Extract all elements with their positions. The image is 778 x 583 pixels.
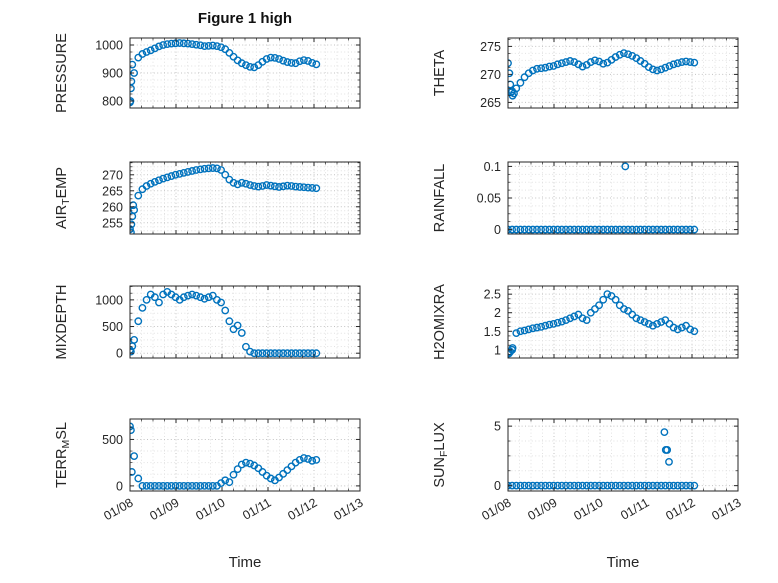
panel-sun-flux: 0 5 01/08 01/09 01/10 01/11 01/12 01/13 Time SUNF…	[432, 418, 744, 571]
panel-theta: 265 270 275 THETA	[432, 37, 739, 110]
svg-text:0: 0	[116, 479, 123, 493]
svg-text:01/13: 01/13	[709, 495, 743, 523]
panel-mixdepth: 0 500 1000 MIXDEPTH	[54, 285, 361, 361]
svg-text:1000: 1000	[95, 293, 123, 307]
svg-text:TERRMSL: TERRMSL	[54, 422, 72, 488]
svg-text:01/13: 01/13	[331, 495, 365, 523]
svg-text:260: 260	[102, 200, 123, 214]
panel-air-temp: 255 260 265 270 AIRTEMP	[54, 161, 361, 235]
svg-text:01/12: 01/12	[663, 495, 697, 523]
svg-text:5: 5	[494, 420, 501, 434]
svg-text:Time: Time	[607, 554, 640, 571]
svg-text:0.05: 0.05	[477, 192, 501, 206]
svg-text:800: 800	[102, 95, 123, 109]
svg-text:01/11: 01/11	[618, 495, 651, 522]
svg-text:0: 0	[494, 479, 501, 493]
svg-text:01/08: 01/08	[101, 495, 135, 523]
svg-text:THETA: THETA	[432, 49, 448, 96]
svg-text:RAINFALL: RAINFALL	[432, 164, 448, 233]
svg-text:01/10: 01/10	[193, 495, 227, 523]
svg-text:0: 0	[494, 223, 501, 237]
svg-text:MIXDEPTH: MIXDEPTH	[54, 285, 70, 360]
svg-text:01/11: 01/11	[240, 495, 273, 522]
svg-text:01/09: 01/09	[525, 495, 559, 523]
svg-text:01/09: 01/09	[147, 495, 181, 523]
svg-text:900: 900	[102, 67, 123, 81]
svg-text:270: 270	[102, 168, 123, 182]
svg-text:SUNFLUX: SUNFLUX	[432, 422, 450, 488]
figure-title: Figure 1 high	[197, 10, 293, 27]
svg-text:500: 500	[102, 320, 123, 334]
svg-text:Time: Time	[229, 554, 262, 571]
svg-text:500: 500	[102, 433, 123, 447]
svg-text:01/12: 01/12	[285, 495, 319, 523]
svg-text:01/10: 01/10	[571, 495, 605, 523]
svg-text:01/08: 01/08	[479, 495, 513, 523]
svg-text:H2OMIXRA: H2OMIXRA	[432, 284, 448, 360]
svg-text:275: 275	[480, 40, 501, 54]
panel-rainfall: 0 0.05 0.1 RAINFALL	[432, 160, 739, 237]
svg-text:PRESSURE: PRESSURE	[54, 33, 70, 113]
svg-text:270: 270	[480, 68, 501, 82]
svg-text:1: 1	[494, 343, 501, 357]
panel-pressure: 800 900 1000 PRESSURE	[54, 33, 361, 113]
svg-text:0.1: 0.1	[484, 160, 501, 174]
svg-text:AIRTEMP: AIRTEMP	[54, 167, 72, 229]
svg-text:1000: 1000	[95, 39, 123, 53]
svg-text:255: 255	[102, 216, 123, 230]
panel-h2omixra: 1 1.5 2 2.5 H2OMIXRA	[432, 284, 739, 360]
svg-text:2: 2	[494, 306, 501, 320]
svg-text:1.5: 1.5	[484, 325, 501, 339]
svg-text:265: 265	[480, 96, 501, 110]
svg-text:0: 0	[116, 347, 123, 361]
svg-text:2.5: 2.5	[484, 288, 501, 302]
svg-text:265: 265	[102, 184, 123, 198]
panel-terr-msl: 0 500 01/08 01/09 01/10 01/11 01/12 01/13 Time TE…	[54, 418, 366, 571]
